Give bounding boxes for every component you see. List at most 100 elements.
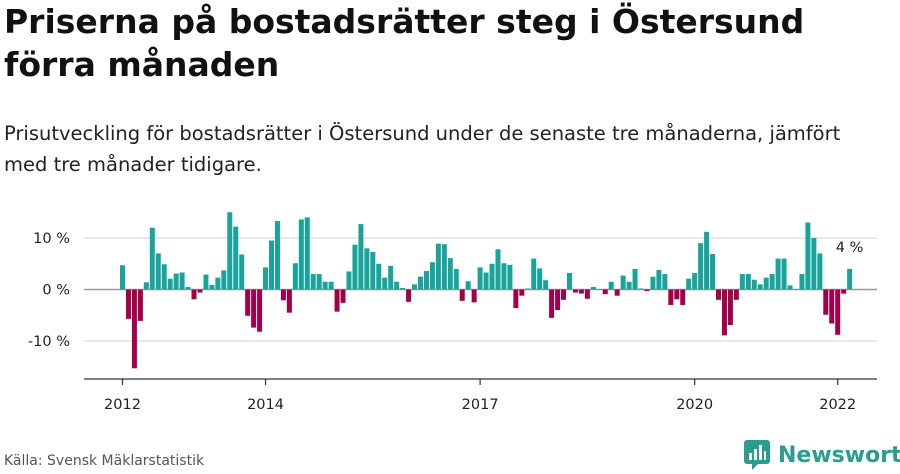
last-value-label: 4 % [836,240,864,256]
bar [751,279,757,290]
bar [561,289,567,300]
bar [418,276,423,290]
bar [269,240,274,290]
x-axis [84,378,877,385]
price-change-chart: 10 % 0 % -10 % 2012 2014 2017 2020 2022 4 % [28,212,877,413]
bar [507,264,513,290]
bar [412,284,418,290]
bar [614,289,620,296]
bar [352,244,358,290]
bar [799,274,805,290]
bar [215,277,221,290]
bar [727,289,733,326]
bar [656,269,662,290]
x-tick-label: 2017 [462,397,499,413]
bar [388,265,394,290]
bar [632,268,638,290]
bar [787,285,793,290]
bar [537,268,543,290]
bar [233,226,239,290]
bar [382,277,388,290]
bar [620,275,626,290]
bar [161,264,167,290]
x-tick-label: 2012 [104,397,141,413]
y-tick-label: 0 % [42,283,70,299]
bar [137,289,143,321]
bar [280,289,286,301]
bar [602,289,608,295]
bar [221,270,227,290]
x-tick-label: 2014 [247,397,284,413]
bar [531,258,537,290]
bar [471,289,477,303]
bar [721,289,727,336]
bar [692,273,698,290]
bar [650,276,656,290]
bar [400,287,406,290]
bar [257,289,263,332]
bar [453,268,459,290]
bar [245,289,251,316]
y-tick-label: 10 % [33,231,70,247]
bar [543,280,549,290]
bar [590,286,596,290]
bar-chart-icon [744,440,770,470]
bar [483,272,489,290]
bar [549,289,555,318]
bar [155,253,161,290]
bar [197,289,203,293]
bar [698,243,704,290]
bar [322,281,328,290]
bar [489,263,495,290]
bar [555,289,561,311]
bar [829,289,835,324]
bar [835,289,841,335]
bar [304,217,310,290]
bar [149,227,155,290]
bar [465,281,471,290]
bar [358,224,364,290]
bar [292,263,298,290]
chart-subtitle: Prisutveckling för bostadsrätter i Öster… [4,122,841,176]
bar [811,238,817,290]
bar-series [120,212,853,369]
bar [578,289,584,294]
bar [376,263,382,290]
bar [763,277,769,290]
bar [227,212,233,290]
bar [716,289,721,300]
bar [394,281,400,290]
bar [263,267,269,290]
logo-text: Newsworthy [778,442,900,468]
bar [239,254,245,290]
bar [143,282,149,290]
bar [209,284,215,290]
source-note: Källa: Svensk Mäklarstatistik [4,453,205,469]
bar [626,281,632,290]
bar [775,258,781,290]
bar [513,289,519,309]
bar [733,289,739,300]
bar [704,231,710,290]
bar [167,278,173,290]
bar [668,289,674,305]
bar [346,271,352,290]
bar [608,281,614,290]
bar [572,289,578,293]
bar [847,268,853,290]
x-tick-label: 2022 [819,397,856,413]
bar [686,278,692,290]
bar [745,274,751,290]
bar [441,244,447,290]
bar [274,221,280,290]
chart-title: Priserna på bostadsrätter steg i Östersu… [4,2,805,84]
bar [429,262,435,290]
x-tick-label: 2020 [676,397,713,413]
bar [298,219,304,290]
bar [251,289,257,328]
bar [185,286,191,290]
bar [310,274,316,290]
bar [191,289,197,300]
bar [680,289,686,305]
bar [769,274,775,290]
